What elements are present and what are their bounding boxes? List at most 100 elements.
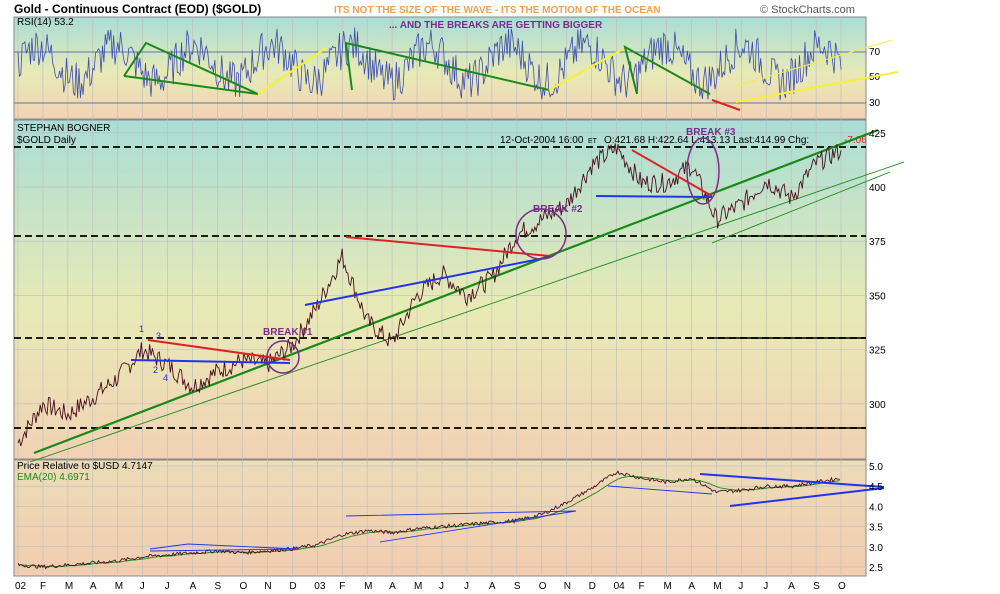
x-tick-15: A — [389, 581, 396, 592]
rel-upper-4 — [699, 473, 885, 488]
relative-label: Price Relative to $USD 4.7147 — [17, 461, 153, 472]
rsi-yellow-3 — [735, 71, 899, 103]
wave-label-3: 3 — [156, 331, 161, 341]
gridlines — [14, 17, 866, 576]
x-tick-5: J — [140, 581, 145, 592]
ema-series-line — [17, 475, 840, 567]
x-tick-17: J — [439, 581, 444, 592]
break-1-label: BREAK #1 — [263, 327, 313, 338]
x-tick-7: A — [190, 581, 197, 592]
break-2-circle — [515, 208, 567, 260]
rsi-tick-70: 70 — [869, 47, 881, 58]
x-tick-22: N — [564, 581, 571, 592]
rel-triangle-1 — [149, 543, 299, 550]
rel-tick-4: 3.0 — [869, 543, 883, 554]
x-tick-20: S — [514, 581, 521, 592]
break-1-circle — [266, 340, 300, 374]
solid-levels — [710, 235, 866, 429]
break-2-label: BREAK #2 — [533, 204, 583, 215]
rsi-red-1 — [711, 99, 741, 111]
rsi-green-base-1 — [123, 75, 259, 95]
price-tick-400: 400 — [869, 183, 886, 194]
author-label: STEPHAN BOGNER — [17, 123, 110, 134]
chart-title: Gold - Continuous Contract (EOD) ($GOLD) — [14, 2, 261, 16]
quote-suffix: ET — [588, 138, 598, 145]
x-tick-2: M — [65, 581, 73, 592]
rel-line-3 — [607, 485, 713, 495]
quote-date: 12-Oct-2004 16:00 — [500, 135, 584, 146]
rsi-series-line — [17, 27, 842, 101]
x-tick-33: O — [838, 581, 846, 592]
x-tick-32: S — [813, 581, 820, 592]
x-tick-23: D — [589, 581, 596, 592]
x-tick-10: N — [264, 581, 271, 592]
x-tick-1: F — [40, 581, 46, 592]
x-tick-28: M — [713, 581, 721, 592]
price-panel-bg — [13, 119, 867, 460]
rsi-tick-50: 50 — [869, 72, 881, 83]
x-tick-24: 04 — [614, 581, 626, 592]
x-tick-29: J — [738, 581, 743, 592]
rel-line-1 — [149, 548, 299, 552]
break-markers — [266, 137, 720, 374]
relative-trendlines — [149, 473, 885, 552]
rsi-panel-bg — [13, 16, 867, 120]
relative-tick-labels: 5.0 4.5 4.0 3.5 3.0 2.5 — [869, 462, 883, 574]
price-tick-350: 350 — [869, 291, 886, 302]
rsi-trendlines — [123, 39, 899, 111]
price-tick-325: 325 — [869, 346, 886, 357]
rel-lower-4 — [729, 487, 885, 507]
rel-wedge-2 — [345, 510, 577, 543]
x-tick-19: A — [489, 581, 496, 592]
wave-labels: 1 2 3 4 — [139, 324, 168, 383]
banner-text: ITS NOT THE SIZE OF THE WAVE - ITS THE M… — [334, 5, 660, 16]
ohlc-values: O:421.68 H:422.64 L:413.13 Last:414.99 C… — [604, 135, 809, 146]
blue-line-2 — [304, 256, 551, 306]
x-tick-14: M — [364, 581, 372, 592]
credit-text: © StockCharts.com — [760, 4, 855, 16]
x-tick-8: S — [215, 581, 222, 592]
x-tick-12: 03 — [314, 581, 326, 592]
rel-tick-1: 4.5 — [869, 482, 883, 493]
x-tick-11: D — [289, 581, 296, 592]
change-value: -7.06 — [844, 135, 867, 146]
blue-line-3 — [595, 195, 713, 198]
green-trendline-short — [711, 171, 891, 244]
rel-tick-2: 4.0 — [869, 502, 883, 513]
wave-label-4: 4 — [163, 373, 168, 383]
x-tick-18: J — [464, 581, 469, 592]
x-tick-13: F — [339, 581, 345, 592]
price-series-line — [17, 143, 842, 447]
rel-tick-0: 5.0 — [869, 462, 883, 473]
rsi-green-triangle-1 — [123, 41, 259, 95]
x-tick-31: A — [788, 581, 795, 592]
x-tick-26: M — [663, 581, 671, 592]
rsi-yellow-2 — [548, 47, 626, 91]
rsi-yellow-4 — [735, 39, 893, 87]
x-tick-9: O — [239, 581, 247, 592]
x-tick-21: O — [539, 581, 547, 592]
ema-label: EMA(20) 4.6971 — [17, 472, 90, 483]
subtitle-text: ... AND THE BREAKS ARE GETTING BIGGER — [389, 20, 603, 31]
x-tick-16: M — [414, 581, 422, 592]
wave-label-2: 2 — [153, 365, 158, 375]
rsi-yellow-1 — [257, 47, 327, 95]
symbol-label: $GOLD Daily — [17, 135, 76, 146]
wave-label-1: 1 — [139, 324, 144, 334]
relative-series-line — [17, 470, 840, 570]
break-3-label: BREAK #3 — [686, 127, 736, 138]
x-tick-27: A — [688, 581, 695, 592]
red-line-3 — [631, 149, 713, 197]
break-3-circle — [686, 137, 720, 205]
rel-tick-5: 2.5 — [869, 563, 883, 574]
rsi-green-triangle-2 — [344, 41, 550, 91]
rsi-tick-30: 30 — [869, 98, 881, 109]
blue-line-1 — [130, 359, 291, 364]
rsi-label: RSI(14) 53.2 — [17, 17, 74, 28]
price-tick-300: 300 — [869, 400, 886, 411]
green-trendline-lower — [29, 161, 905, 463]
price-tick-labels: 425 400 375 350 325 300 — [869, 129, 886, 411]
x-tick-25: F — [639, 581, 645, 592]
x-axis-tick-labels: 02 F M A M J J A S O N D 03 F M A M J J A S O N D 04 F M A M J J A S O — [15, 581, 846, 592]
